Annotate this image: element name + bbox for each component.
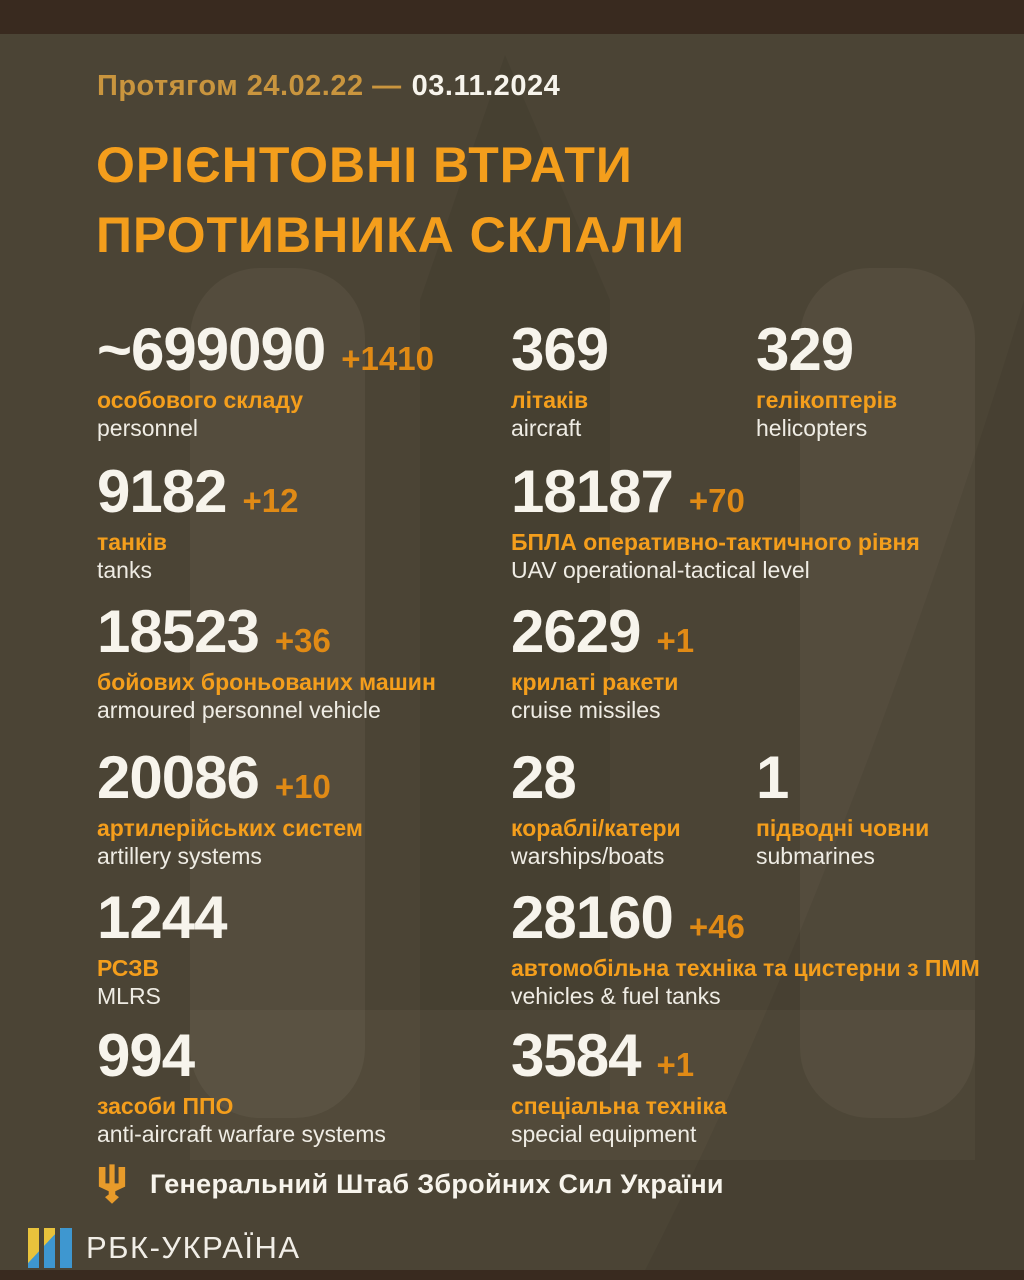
top-border-bar xyxy=(0,0,1024,34)
stats-row: 9182 +12 танків tanks 18187 +70 БПЛА опера… xyxy=(0,462,1024,602)
stat-label-en: artillery systems xyxy=(97,843,262,869)
stat-label-uk: крилаті ракети xyxy=(511,669,679,695)
icon-separator xyxy=(39,1228,44,1268)
source-text: Генеральний Штаб Збройних Сил України xyxy=(150,1168,724,1199)
stats-row: 994 засоби ППО anti-aircraft warfare sys… xyxy=(0,1022,1024,1148)
stat-personnel: ~699090 +1410 особового складу personnel xyxy=(97,320,511,462)
stat-delta: +1 xyxy=(656,1046,695,1083)
stat-air-defence: 994 засоби ППО anti-aircraft warfare sys… xyxy=(97,1022,511,1148)
source-attribution: Генеральний Штаб Збройних Сил України xyxy=(96,1163,724,1205)
period-prefix: Протягом 24.02.22 — xyxy=(97,70,402,102)
stat-label-uk: артилерійських систем xyxy=(97,815,363,841)
stat-label-en: warships/boats xyxy=(511,843,665,869)
stat-value: 369 xyxy=(511,316,609,383)
stat-special-equipment: 3584 +1 спеціальна техніка special equipm… xyxy=(511,1022,1024,1148)
stat-value: 329 xyxy=(756,316,854,383)
title-line-1: ОРІЄНТОВНІ ВТРАТИ xyxy=(96,137,633,193)
stat-cruise-missiles: 2629 +1 крилаті ракети cruise missiles xyxy=(511,602,1024,748)
stat-delta: +1 xyxy=(656,622,695,659)
stat-aircraft: 369 літаків aircraft xyxy=(511,320,756,462)
stat-label-en: armoured personnel vehicle xyxy=(97,697,381,723)
stat-value: 1 xyxy=(756,744,789,811)
stat-label-en: vehicles & fuel tanks xyxy=(511,983,721,1009)
stat-label-uk: РСЗВ xyxy=(97,955,160,981)
stat-value: 18187 xyxy=(511,458,674,525)
stats-row: ~699090 +1410 особового складу personnel … xyxy=(0,320,1024,462)
stat-label-en: anti-aircraft warfare systems xyxy=(97,1121,386,1147)
stat-label-uk: особового складу xyxy=(97,387,304,413)
stat-label-en: personnel xyxy=(97,415,199,441)
title-line-2: ПРОТИВНИКА СКЛАЛИ xyxy=(96,207,686,263)
stat-label-uk: підводні човни xyxy=(756,815,930,841)
stat-label-uk: засоби ППО xyxy=(97,1093,234,1119)
stat-delta: +70 xyxy=(688,482,745,519)
stat-delta: +1410 xyxy=(341,340,434,377)
stats-row: 20086 +10 артилерійських систем artillery… xyxy=(0,748,1024,888)
rbc-ukraine-icon xyxy=(28,1228,72,1268)
stat-label-en: submarines xyxy=(756,843,875,869)
stat-value: 9182 xyxy=(97,458,227,525)
stat-value: 2629 xyxy=(511,598,641,665)
stat-value: 20086 xyxy=(97,744,260,811)
stat-label-en: aircraft xyxy=(511,415,582,441)
stat-value: 28 xyxy=(511,744,577,811)
stat-mlrs: 1244 РСЗВ MLRS xyxy=(97,888,511,1026)
stat-tanks: 9182 +12 танків tanks xyxy=(97,462,511,602)
losses-grid: ~699090 +1410 особового складу personnel … xyxy=(0,320,1024,1148)
icon-separator xyxy=(55,1228,60,1268)
page-title: ОРІЄНТОВНІ ВТРАТИ ПРОТИВНИКА СКЛАЛИ xyxy=(96,130,685,270)
stat-delta: +46 xyxy=(688,908,745,945)
stat-label-uk: автомобільна техніка та цистерни з ПММ xyxy=(511,955,980,981)
stat-delta: +12 xyxy=(242,482,299,519)
brand-logo: РБК-УКРАЇНА xyxy=(28,1228,301,1268)
stat-delta: +36 xyxy=(274,622,331,659)
stat-artillery: 20086 +10 артилерійських систем artillery… xyxy=(97,748,511,888)
stat-label-uk: кораблі/катери xyxy=(511,815,681,841)
stat-label-en: special equipment xyxy=(511,1121,697,1147)
stat-label-uk: спеціальна техніка xyxy=(511,1093,727,1119)
stat-value: 28160 xyxy=(511,884,674,951)
brand-name: РБК-УКРАЇНА xyxy=(86,1230,301,1265)
stat-armoured-vehicles: 18523 +36 бойових броньованих машин armou… xyxy=(97,602,511,748)
stat-label-uk: гелікоптерів xyxy=(756,387,898,413)
stat-value: 3584 xyxy=(511,1022,641,1089)
stat-value: 18523 xyxy=(97,598,260,665)
stat-helicopters: 329 гелікоптерів helicopters xyxy=(756,320,1024,462)
stat-label-en: cruise missiles xyxy=(511,697,661,723)
period-date: 03.11.2024 xyxy=(411,70,561,102)
bottom-border-bar xyxy=(0,1270,1024,1280)
stat-warships: 28 кораблі/катери warships/boats xyxy=(511,748,756,888)
stat-label-uk: літаків xyxy=(511,387,589,413)
stat-label-uk: БПЛА оперативно-тактичного рівня xyxy=(511,529,920,555)
stat-value: ~699090 xyxy=(97,316,326,383)
stat-label-en: MLRS xyxy=(97,983,161,1009)
trident-icon xyxy=(98,1164,126,1204)
stat-label-en: helicopters xyxy=(756,415,868,441)
stat-value: 1244 xyxy=(97,884,227,951)
stat-label-en: UAV operational-tactical level xyxy=(511,557,810,583)
stats-row: 1244 РСЗВ MLRS 28160 +46 автомобільна тех… xyxy=(0,888,1024,1026)
stat-vehicles-fuel-tanks: 28160 +46 автомобільна техніка та цистерн… xyxy=(511,888,1024,1026)
stat-submarines: 1 підводні човни submarines xyxy=(756,748,1024,888)
stat-label-en: tanks xyxy=(97,557,152,583)
stat-value: 994 xyxy=(97,1022,195,1089)
stat-label-uk: танків xyxy=(97,529,167,555)
stat-uav: 18187 +70 БПЛА оперативно-тактичного рівн… xyxy=(511,462,1024,602)
stats-row: 18523 +36 бойових броньованих машин armou… xyxy=(0,602,1024,748)
stat-delta: +10 xyxy=(274,768,331,805)
report-period: Протягом 24.02.22 — 03.11.2024 xyxy=(97,70,560,103)
stat-label-uk: бойових броньованих машин xyxy=(97,669,436,695)
